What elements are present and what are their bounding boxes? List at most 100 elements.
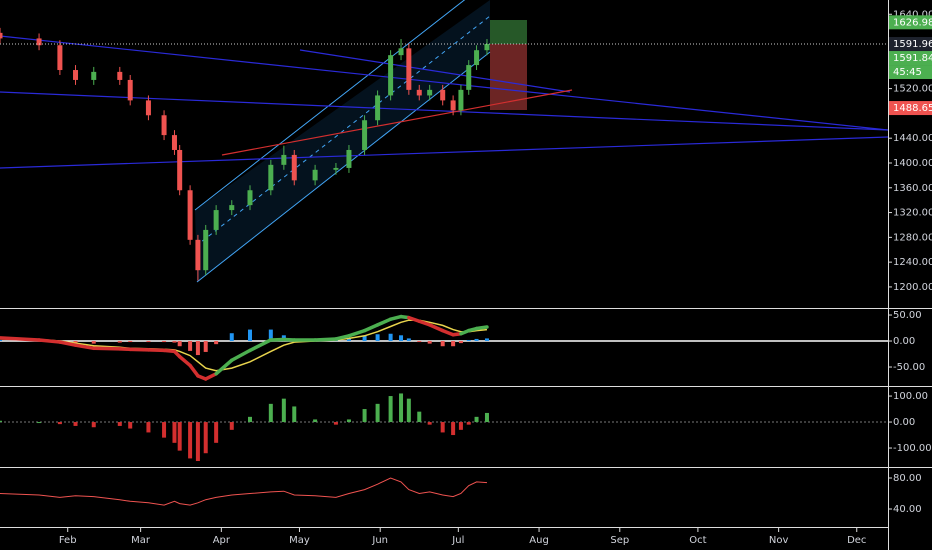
oscillator-bar bbox=[292, 406, 297, 423]
macd-segment bbox=[407, 315, 422, 324]
oscillator-bar bbox=[388, 396, 393, 423]
price-tag-label: 1591.96 bbox=[893, 39, 932, 50]
histogram-bar bbox=[162, 341, 167, 343]
candle-body bbox=[312, 169, 318, 181]
candle-body bbox=[187, 190, 193, 240]
channel-fill bbox=[195, 0, 490, 282]
drawings bbox=[0, 0, 888, 283]
macd-segment bbox=[203, 372, 218, 381]
macd-segment bbox=[188, 363, 200, 378]
oscillator-bar bbox=[458, 422, 463, 430]
candle-body bbox=[281, 154, 287, 165]
macd-segment bbox=[37, 338, 62, 344]
candle-body bbox=[346, 149, 352, 168]
x-tick-label: Aug bbox=[529, 535, 549, 546]
y-tick-label: 80.00 bbox=[893, 473, 922, 484]
candle-body bbox=[375, 95, 381, 121]
macd-segment bbox=[128, 347, 151, 352]
histogram-bar bbox=[375, 334, 380, 342]
candle-body bbox=[229, 205, 235, 211]
candle-body bbox=[213, 210, 219, 230]
y-tick-label: 0.00 bbox=[893, 336, 915, 347]
histogram-bar bbox=[427, 341, 432, 344]
x-tick-label: Nov bbox=[769, 535, 789, 546]
y-tick-label: 0.00 bbox=[893, 417, 915, 428]
histogram-bar bbox=[458, 341, 463, 344]
oscillator-bar bbox=[117, 422, 122, 426]
y-tick-label: 1520.00 bbox=[893, 84, 932, 95]
oscillator-bar bbox=[57, 422, 62, 425]
candle-body bbox=[466, 65, 472, 90]
macd-segment bbox=[269, 337, 286, 342]
candle-body bbox=[36, 38, 42, 46]
histogram-bar bbox=[362, 335, 367, 342]
oscillator-bar bbox=[162, 422, 167, 438]
candle-body bbox=[161, 115, 167, 136]
oscillator-bar bbox=[451, 422, 456, 436]
candle-body bbox=[388, 55, 394, 96]
macd-segment bbox=[0, 336, 41, 342]
candle-body bbox=[416, 89, 422, 96]
y-tick-label: 1640.00 bbox=[893, 9, 932, 20]
y-tick-label: 1240.00 bbox=[893, 257, 932, 268]
macd-segment bbox=[427, 323, 445, 333]
x-tick-label: Oct bbox=[689, 535, 706, 546]
oscillator-bar bbox=[247, 416, 252, 423]
price-tag-label: 1488.65 bbox=[893, 103, 932, 114]
histogram-bar bbox=[440, 341, 445, 347]
price-tag-label: 45:45 bbox=[893, 67, 922, 78]
macd-segment bbox=[388, 314, 403, 321]
candle-body bbox=[362, 120, 368, 150]
candle-body bbox=[57, 45, 63, 71]
trend-line bbox=[221, 89, 573, 156]
oscillator-bar bbox=[172, 422, 177, 443]
macd-segment bbox=[214, 358, 234, 376]
oscillator-bar bbox=[484, 412, 489, 423]
histogram-bar bbox=[91, 341, 96, 344]
price-tag-label: 1591.84 bbox=[893, 53, 932, 64]
price-tag bbox=[889, 65, 932, 80]
y-tick-label: 1360.00 bbox=[893, 183, 932, 194]
histogram-bar bbox=[188, 341, 193, 351]
rsi-line bbox=[0, 477, 488, 506]
histogram-bar bbox=[195, 341, 200, 356]
macd-segment bbox=[177, 354, 192, 368]
candle-body bbox=[440, 89, 446, 101]
x-tick-label: Jun bbox=[371, 535, 388, 546]
macd-segment bbox=[347, 328, 367, 338]
histogram-bar bbox=[268, 329, 273, 342]
macd-segment bbox=[313, 337, 338, 342]
oscillator-bar bbox=[188, 422, 193, 459]
oscillator-bar bbox=[375, 403, 380, 423]
price-tag bbox=[889, 101, 932, 116]
oscillator-bar bbox=[214, 422, 219, 443]
y-tick-label: 40.00 bbox=[893, 504, 922, 515]
histogram-bar bbox=[172, 341, 177, 343]
y-tick-label: 1280.00 bbox=[893, 232, 932, 243]
macd-segment bbox=[248, 338, 273, 353]
oscillator-bar bbox=[440, 422, 445, 433]
channel-mid bbox=[195, 15, 491, 247]
macd-segment bbox=[362, 323, 380, 333]
histogram-bar bbox=[73, 341, 78, 344]
oscillator-bar bbox=[91, 422, 96, 428]
trend-line bbox=[0, 35, 888, 131]
macd-segment bbox=[230, 348, 252, 363]
macd-segment bbox=[474, 325, 489, 331]
y-tick-label: 1320.00 bbox=[893, 208, 932, 219]
candle-body bbox=[203, 229, 209, 271]
oscillator-bar bbox=[417, 411, 422, 423]
oscillator-bar bbox=[177, 422, 182, 451]
candle-body bbox=[117, 71, 123, 80]
candle-body bbox=[171, 135, 177, 150]
histogram-bar bbox=[451, 341, 456, 347]
histogram-bar bbox=[406, 338, 411, 342]
y-tick-label: -50.00 bbox=[893, 362, 925, 373]
trend-line bbox=[0, 136, 888, 169]
y-tick-label: 1400.00 bbox=[893, 158, 932, 169]
candle-body bbox=[333, 167, 339, 170]
x-tick-label: Sep bbox=[610, 535, 629, 546]
oscillator-bar bbox=[466, 422, 471, 425]
